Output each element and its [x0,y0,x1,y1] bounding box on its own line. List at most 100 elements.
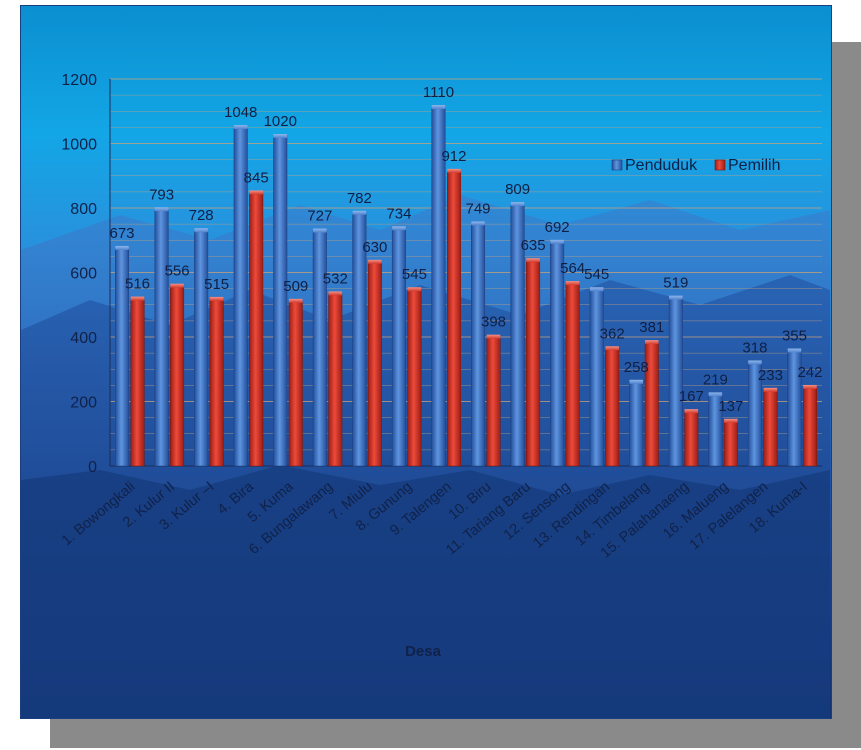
bar-pemilih-top [526,258,540,263]
data-label: 318 [742,339,767,356]
bar-penduduk-top [471,221,485,226]
data-label: 381 [639,319,664,336]
data-label: 793 [149,186,174,203]
data-label: 728 [189,207,214,224]
data-label: 137 [718,398,743,415]
bar-pemilih-top [249,190,263,195]
y-tick-label: 0 [88,459,97,476]
bar-penduduk [391,229,406,467]
bar-penduduk [273,136,288,467]
data-label: 727 [307,208,332,225]
legend: Penduduk Pemilih [611,157,780,174]
data-label: 782 [347,190,372,207]
data-label: 515 [204,276,229,293]
bar-penduduk-top [313,228,327,233]
legend-swatch-pemilih [714,159,726,171]
bar-pemilih-top [605,346,619,351]
bar-penduduk-top [233,125,248,130]
bar-pemilih [526,260,541,467]
data-label: 219 [703,371,728,388]
bar-penduduk [668,298,683,467]
bar-pemilih-top [368,259,382,264]
data-label: 355 [782,328,807,345]
bar-pemilih [763,390,778,467]
bar-pemilih-top [763,387,778,392]
data-label: 509 [283,278,308,295]
bar-pemilih [130,299,145,467]
bar-pemilih-top [289,298,303,303]
bar-penduduk-top [589,287,604,292]
bar-penduduk [194,230,209,467]
bar-pemilih-top [447,168,461,173]
data-label: 692 [545,219,570,236]
bar-penduduk [471,224,486,467]
bar-pemilih-top [645,340,659,345]
y-tick-label: 1000 [61,137,97,154]
data-label: 673 [110,225,135,242]
y-tick-label: 200 [70,395,97,412]
legend-label-pemilih: Pemilih [728,157,780,174]
data-label: 532 [323,270,348,287]
data-label: 556 [165,263,190,280]
bar-pemilih-top [684,409,699,414]
data-label: 749 [466,200,491,217]
bar-pemilih [367,262,382,467]
bar-pemilih [446,171,461,467]
data-label: 845 [244,169,269,186]
data-label: 398 [481,314,506,331]
data-label: 545 [584,266,609,283]
bar-pemilih-top [209,296,224,301]
bar-pemilih-top [803,384,817,389]
data-label: 516 [125,276,150,293]
bar-pemilih-top [565,281,580,286]
data-label: 1020 [264,113,297,130]
data-label: 362 [600,325,625,342]
bar-pemilih [723,421,738,467]
bar-penduduk-top [392,226,406,231]
bar-penduduk [629,382,644,467]
bar-penduduk [154,210,169,467]
bar-pemilih [407,289,422,467]
legend-swatch-penduduk [611,159,623,171]
data-label: 258 [624,359,649,376]
bar-pemilih-top [328,291,343,296]
y-tick-label: 400 [70,330,97,347]
bar-pemilih [328,294,343,467]
bars [115,105,817,467]
bar-penduduk [589,289,604,467]
data-label: 1048 [224,104,257,121]
bar-pemilih [684,411,699,467]
bar-penduduk-top [431,105,446,110]
data-label: 545 [402,266,427,283]
bar-penduduk [312,231,327,467]
bar-pemilih [486,337,501,467]
mountain-ridge-near [21,465,830,718]
legend-label-penduduk: Penduduk [625,157,698,174]
bar-penduduk-top [629,379,643,384]
bar-pemilih-top [407,287,422,292]
data-label: 809 [505,181,530,198]
y-tick-label: 600 [70,266,97,283]
data-label: 242 [797,364,822,381]
data-label: 635 [521,237,546,254]
data-label: 1110 [423,84,454,101]
bar-penduduk-top [748,360,762,365]
bar-penduduk-top [708,392,723,397]
data-label: 564 [560,260,585,277]
bar-pemilih [565,283,580,467]
data-label: 233 [758,367,783,384]
bar-penduduk-top [115,245,129,250]
bar-penduduk-top [550,239,564,244]
bar-pemilih [802,387,817,467]
bar-penduduk-top [273,134,287,139]
data-labels: 673 793 728 1048 1020 727 782 734 1110 749 809 692 5… [110,84,823,415]
bar-penduduk-top [669,295,683,300]
y-tick-label: 800 [70,201,97,218]
bar-pemilih-top [130,296,145,301]
bar-pemilih-top [170,283,184,288]
bar-pemilih [170,286,185,467]
bar-pemilih-top [486,334,501,339]
bar-penduduk-top [154,207,169,212]
